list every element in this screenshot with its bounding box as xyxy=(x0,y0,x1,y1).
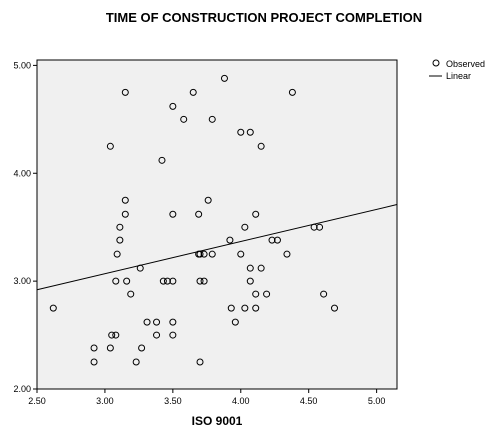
data-point xyxy=(252,304,260,312)
data-point xyxy=(127,290,135,298)
y-tick-label: 5.00 xyxy=(13,60,31,70)
data-point xyxy=(268,236,276,244)
data-point xyxy=(246,128,254,136)
data-point xyxy=(226,236,234,244)
data-point xyxy=(121,88,129,96)
data-point xyxy=(237,250,245,258)
data-point xyxy=(246,277,254,285)
data-point xyxy=(208,250,216,258)
data-point xyxy=(169,210,177,218)
data-point xyxy=(204,196,212,204)
data-point xyxy=(121,210,129,218)
data-point xyxy=(169,277,177,285)
data-point xyxy=(106,344,114,352)
data-point xyxy=(123,277,131,285)
data-point xyxy=(208,115,216,123)
x-tick-label: 3.50 xyxy=(164,396,182,406)
data-point xyxy=(189,88,197,96)
legend-circle-icon xyxy=(432,59,440,67)
data-point xyxy=(180,115,188,123)
data-point xyxy=(132,358,140,366)
data-point xyxy=(195,210,203,218)
data-point xyxy=(200,277,208,285)
x-tick-label: 3.00 xyxy=(96,396,114,406)
data-point xyxy=(196,358,204,366)
data-point xyxy=(121,196,129,204)
linear-fit-line xyxy=(36,204,398,291)
legend-label-observed: Observed xyxy=(446,59,485,69)
data-point xyxy=(263,290,271,298)
y-tick-label: 2.00 xyxy=(13,384,31,394)
chart-title: TIME OF CONSTRUCTION PROJECT COMPLETION xyxy=(106,10,422,25)
data-point xyxy=(153,331,161,339)
data-point xyxy=(169,102,177,110)
data-point xyxy=(136,264,144,272)
data-point xyxy=(241,223,249,231)
data-point xyxy=(200,250,208,258)
data-point xyxy=(138,344,146,352)
fit-line-layer xyxy=(36,204,398,291)
x-tick-label: 4.50 xyxy=(300,396,318,406)
legend: Observed Linear xyxy=(429,59,485,81)
y-axis: 2.00 3.00 4.00 5.00 xyxy=(13,60,37,394)
data-point xyxy=(283,250,291,258)
x-tick-label: 2.50 xyxy=(28,396,46,406)
data-point xyxy=(220,74,228,82)
y-tick-label: 3.00 xyxy=(13,276,31,286)
data-point xyxy=(196,277,204,285)
data-point xyxy=(108,331,116,339)
data-point xyxy=(153,318,161,326)
data-point xyxy=(252,210,260,218)
data-point xyxy=(112,277,120,285)
data-point xyxy=(49,304,57,312)
data-point xyxy=(237,128,245,136)
data-point xyxy=(231,318,239,326)
x-tick-label: 5.00 xyxy=(368,396,386,406)
data-point xyxy=(143,318,151,326)
data-point xyxy=(158,156,166,164)
data-point xyxy=(169,318,177,326)
y-tick-label: 4.00 xyxy=(13,168,31,178)
data-point xyxy=(116,223,124,231)
data-point xyxy=(90,358,98,366)
data-point xyxy=(106,142,114,150)
data-point xyxy=(159,277,167,285)
data-point xyxy=(116,236,124,244)
data-point xyxy=(288,88,296,96)
data-point xyxy=(241,304,249,312)
data-point xyxy=(273,236,281,244)
data-point xyxy=(246,264,254,272)
data-point xyxy=(227,304,235,312)
data-point xyxy=(310,223,318,231)
x-axis: 2.50 3.00 3.50 4.00 4.50 5.00 xyxy=(28,389,385,406)
x-tick-label: 4.00 xyxy=(232,396,250,406)
data-point xyxy=(331,304,339,312)
plot-area xyxy=(36,59,398,390)
data-point xyxy=(196,250,204,258)
data-point xyxy=(316,223,324,231)
data-point xyxy=(257,264,265,272)
points-layer xyxy=(49,74,339,366)
x-axis-label: ISO 9001 xyxy=(192,414,243,428)
data-point xyxy=(320,290,328,298)
data-point xyxy=(90,344,98,352)
data-point xyxy=(113,250,121,258)
data-point xyxy=(169,331,177,339)
data-point xyxy=(252,290,260,298)
data-point xyxy=(163,277,171,285)
data-point xyxy=(112,331,120,339)
data-point xyxy=(257,142,265,150)
legend-label-linear: Linear xyxy=(446,71,471,81)
